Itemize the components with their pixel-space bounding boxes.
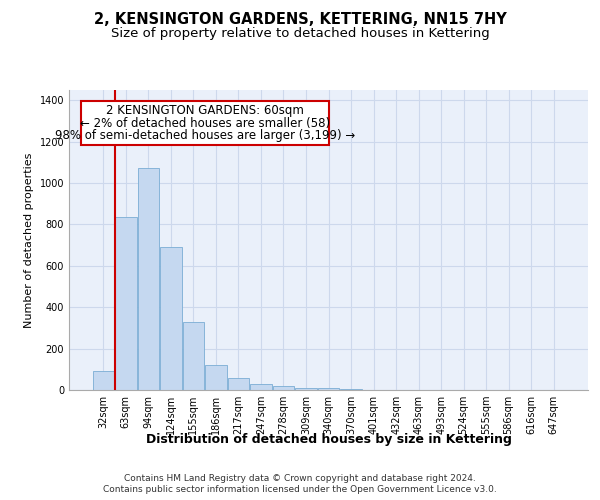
Bar — [250, 384, 272, 390]
Text: Contains HM Land Registry data © Crown copyright and database right 2024.: Contains HM Land Registry data © Crown c… — [124, 474, 476, 483]
Bar — [205, 365, 227, 390]
Bar — [295, 388, 317, 390]
Bar — [160, 247, 182, 390]
Text: 2 KENSINGTON GARDENS: 60sqm: 2 KENSINGTON GARDENS: 60sqm — [106, 104, 304, 118]
Y-axis label: Number of detached properties: Number of detached properties — [24, 152, 34, 328]
Text: Contains public sector information licensed under the Open Government Licence v3: Contains public sector information licen… — [103, 485, 497, 494]
FancyBboxPatch shape — [82, 102, 329, 145]
Bar — [137, 168, 159, 390]
Bar — [318, 388, 339, 390]
Bar — [115, 217, 137, 390]
Bar — [228, 378, 249, 390]
Text: ← 2% of detached houses are smaller (58): ← 2% of detached houses are smaller (58) — [80, 116, 330, 130]
Bar — [273, 386, 294, 390]
Text: Size of property relative to detached houses in Kettering: Size of property relative to detached ho… — [110, 28, 490, 40]
Text: 2, KENSINGTON GARDENS, KETTERING, NN15 7HY: 2, KENSINGTON GARDENS, KETTERING, NN15 7… — [94, 12, 506, 28]
Text: Distribution of detached houses by size in Kettering: Distribution of detached houses by size … — [146, 432, 512, 446]
Bar — [92, 372, 114, 390]
Bar — [182, 322, 204, 390]
Text: 98% of semi-detached houses are larger (3,199) →: 98% of semi-detached houses are larger (… — [55, 129, 355, 142]
